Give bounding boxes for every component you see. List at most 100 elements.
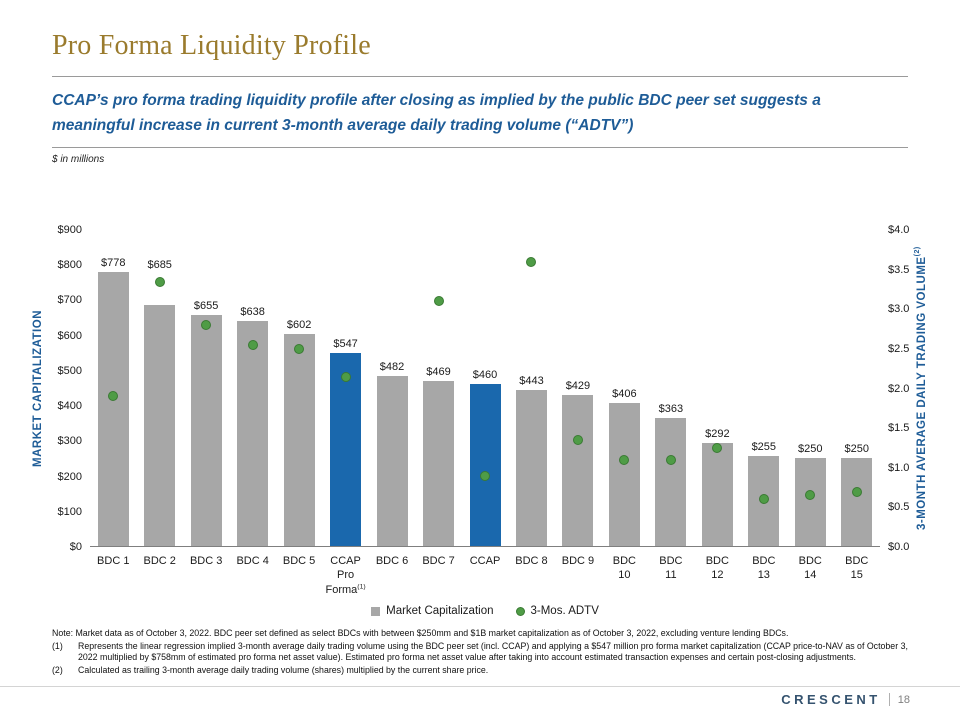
bar-value-label-bdc-13: $255: [751, 441, 777, 454]
left-axis-tick: $900: [57, 224, 82, 236]
bar-bdc-5: [283, 333, 315, 546]
bar-bdc-4: [237, 321, 269, 546]
adtv-dot-bdc-12: [712, 442, 723, 453]
page-number: 18: [897, 693, 910, 706]
footnote-1-number: (1): [52, 640, 63, 651]
legend-market-cap-label: Market Capitalization: [386, 605, 494, 617]
bar-bdc-12: [701, 443, 733, 546]
bar-value-label-bdc-15: $250: [844, 442, 869, 455]
adtv-dot-bdc-9: [572, 435, 583, 445]
bar-bdc-2: [144, 304, 176, 546]
bar-value-label-bdc-12: $292: [705, 428, 730, 441]
right-axis-tick: $2.0: [888, 382, 910, 395]
adtv-dot-ccap-pro-forma-1: [340, 371, 351, 382]
adtv-swatch-icon: [515, 606, 525, 616]
right-axis-tick: $3.0: [888, 303, 910, 316]
adtv-dot-bdc-15: [851, 486, 862, 497]
right-axis-tick: $0.0: [888, 541, 910, 553]
bar-value-label-bdc-2: $685: [147, 258, 172, 271]
category-label-bdc-2: BDC 2: [143, 555, 176, 567]
footnote-2-text: Calculated as trailing 3-month average d…: [78, 664, 489, 675]
category-label-bdc-8: BDC 8: [515, 555, 548, 567]
bar-bdc-11: [655, 418, 687, 546]
right-axis-tick: $3.5: [888, 263, 910, 276]
right-axis-tick: $2.5: [888, 342, 910, 355]
adtv-dot-bdc-7: [433, 296, 444, 307]
chart-legend: Market Capitalization 3-Mos. ADTV: [90, 605, 880, 617]
chart-plot-area: $0 $100 $200 $300 $400 $500 $600 $700 $800 $900 $0…: [58, 224, 910, 553]
bar-bdc-10: [608, 403, 640, 546]
bar-bdc-15: [841, 457, 873, 546]
subtitle-divider: [52, 147, 908, 148]
crescent-logo: CRESCENT: [781, 692, 881, 707]
category-label-ccap-pro-forma-1: CCAP Pro Forma(1): [325, 555, 366, 596]
adtv-dot-bdc-10: [619, 454, 630, 465]
bar-value-label-bdc-3: $655: [193, 300, 219, 313]
category-axis: BDC 1 BDC 2 BDC 3 BDC 4 BDC 5 CCAP Pro Forma(1)…: [90, 554, 880, 602]
legend-adtv-label: 3-Mos. ADTV: [530, 605, 599, 617]
bar-value-label-bdc-1: $778: [100, 256, 126, 269]
footer: CRESCENT 18: [781, 692, 910, 707]
bar-bdc-7: [423, 380, 455, 546]
left-axis-tick: $300: [57, 435, 82, 448]
right-axis-tick: $4.0: [888, 224, 910, 236]
bar-value-label-bdc-7: $469: [426, 365, 451, 378]
footnote-1-text: Represents the linear regression implied…: [78, 640, 908, 663]
left-axis-tick: $800: [57, 259, 82, 272]
legend-item-market-cap: Market Capitalization: [371, 605, 494, 617]
adtv-dot-bdc-8: [526, 256, 537, 267]
category-label-bdc-1: BDC 1: [97, 555, 130, 567]
category-label-bdc-4: BDC 4: [236, 555, 269, 567]
adtv-dot-bdc-1: [108, 391, 119, 402]
market-cap-swatch-icon: [371, 606, 381, 616]
adtv-dot-bdc-5: [294, 343, 305, 354]
bar-bdc-6: [376, 376, 408, 546]
footer-separator: [888, 693, 890, 706]
adtv-dot-bdc-4: [247, 339, 258, 350]
left-axis-tick: $200: [57, 470, 82, 483]
bar-value-label-bdc-8: $443: [519, 374, 544, 387]
footnote-1: (1) Represents the linear regression imp…: [52, 641, 910, 664]
bar-ccap: [469, 383, 501, 546]
bar-ccap-pro-forma-1: [330, 353, 362, 546]
adtv-dot-bdc-3: [201, 320, 212, 331]
adtv-dot-bdc-14: [805, 490, 816, 501]
left-axis-tick: $500: [57, 364, 82, 377]
page-title: Pro Forma Liquidity Profile: [52, 30, 371, 61]
bar-bdc-14: [794, 457, 826, 546]
adtv-dot-ccap: [480, 470, 490, 481]
bar-value-label-bdc-4: $638: [240, 306, 265, 319]
units-note: $ in millions: [52, 154, 105, 165]
left-axis-tick: $600: [57, 329, 82, 342]
right-axis-tick: $0.5: [888, 501, 910, 514]
bar-value-label-ccap-pro-forma-1: $547: [333, 338, 358, 351]
left-axis-tick: $400: [57, 400, 82, 413]
left-axis-tick: $100: [57, 505, 82, 518]
bar-value-label-bdc-10: $406: [612, 387, 637, 400]
right-axis-tick: $1.5: [888, 422, 910, 435]
footnote-2: (2) Calculated as trailing 3-month avera…: [52, 665, 910, 677]
slide-subtitle: CCAP’s pro forma trading liquidity profi…: [52, 92, 821, 135]
footnote-source: Note: Market data as of October 3, 2022.…: [52, 628, 789, 638]
bar-value-label-bdc-6: $482: [379, 361, 405, 374]
left-axis-tick: $700: [57, 294, 82, 307]
bar-value-label-bdc-11: $363: [658, 403, 684, 416]
bar-value-label-bdc-14: $250: [798, 442, 823, 455]
footnotes: Note: Market data as of October 3, 2022.…: [52, 628, 910, 676]
footer-divider: [0, 686, 960, 687]
bar-bdc-3: [190, 315, 222, 546]
category-label-bdc-12: BDC 12: [705, 555, 729, 582]
bar-value-label-bdc-9: $429: [565, 379, 591, 392]
right-axis-tick: $1.0: [888, 461, 910, 474]
adtv-dot-bdc-13: [758, 494, 769, 505]
footnote-2-number: (2): [52, 664, 63, 675]
category-label-bdc-5: BDC 5: [282, 555, 316, 567]
bar-value-label-bdc-5: $602: [286, 318, 312, 331]
left-axis-title: MARKET CAPITALIZATION: [32, 310, 44, 468]
bar-value-label-ccap: $460: [472, 368, 498, 381]
bar-bdc-8: [515, 389, 547, 546]
category-label-bdc-13: BDC 13: [752, 555, 776, 582]
bar-bdc-1: [97, 271, 129, 546]
category-label-bdc-14: BDC 14: [798, 555, 822, 582]
left-axis-tick: $0: [69, 541, 82, 553]
